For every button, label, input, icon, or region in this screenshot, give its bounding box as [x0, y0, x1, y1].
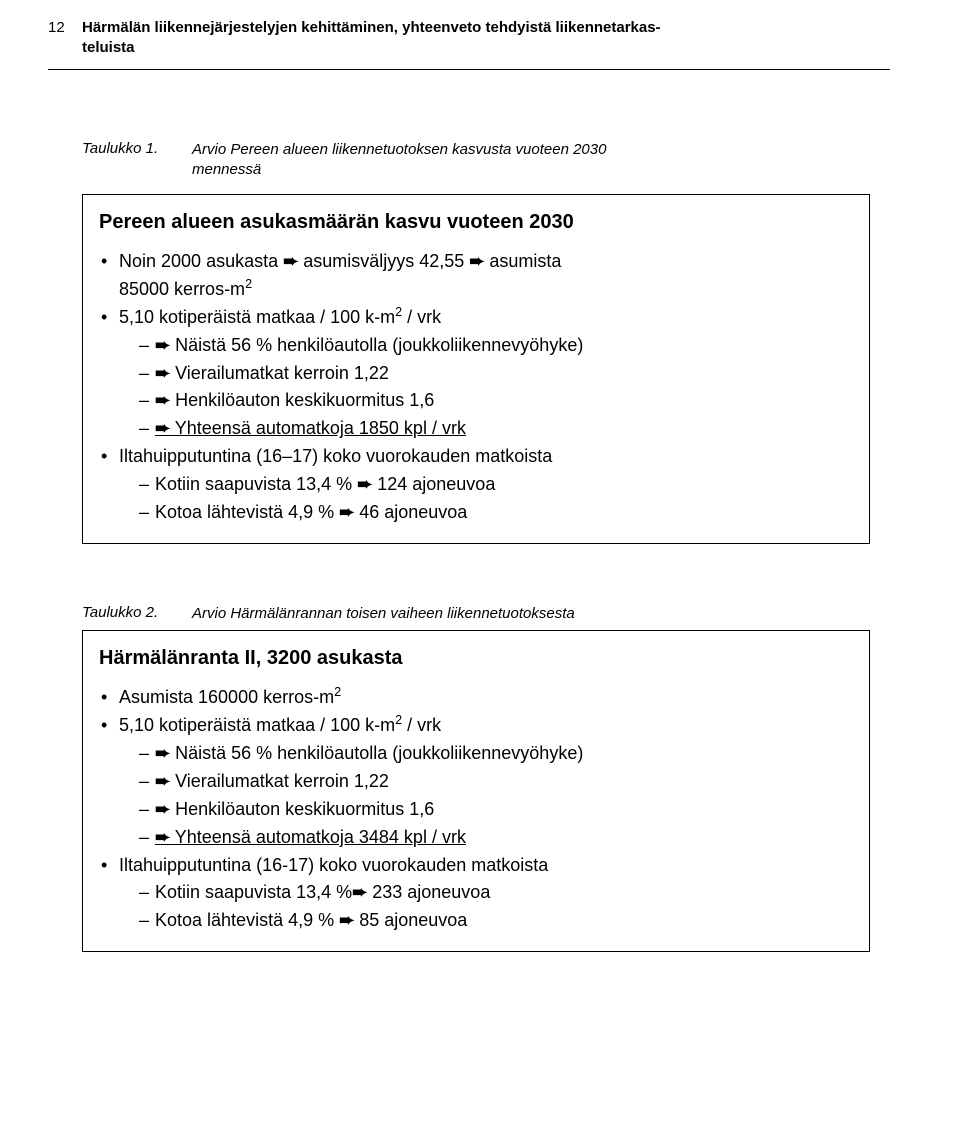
box-1-sub-1: ➨ Näistä 56 % henkilöautolla (joukkoliik… — [139, 332, 853, 360]
box-1-item-2-a: 5,10 kotiperäistä matkaa / 100 k-m — [119, 307, 395, 327]
box-1-sub-2: ➨ Vierailumatkat kerroin 1,22 — [139, 360, 853, 388]
box-2-sub-3: ➨ Henkilöauton keskikuormitus 1,6 — [139, 796, 853, 824]
box-1-item-2: 5,10 kotiperäistä matkaa / 100 k-m2 / vr… — [99, 304, 853, 443]
arrow-icon: ➨ — [352, 882, 367, 902]
info-box-1: Pereen alueen asukasmäärän kasvu vuoteen… — [82, 194, 870, 544]
box-2-item-1-a: Asumista 160000 kerros-m — [119, 687, 334, 707]
box-2-item-2-a: 5,10 kotiperäistä matkaa / 100 k-m — [119, 715, 395, 735]
arrow-icon: ➨ — [339, 910, 354, 930]
header-title: Härmälän liikennejärjestelyjen kehittämi… — [82, 18, 661, 59]
box-2-sub-5: Kotiin saapuvista 13,4 %➨ 233 ajoneuvoa — [139, 879, 853, 907]
box-2-sub-5-a: Kotiin saapuvista 13,4 % — [155, 882, 352, 902]
info-box-2: Härmälänranta II, 3200 asukasta Asumista… — [82, 630, 870, 952]
box-1-list: Noin 2000 asukasta ➨ asumisväljyys 42,55… — [99, 248, 853, 527]
caption-1-line1: Arvio Pereen alueen liikennetuotoksen ka… — [192, 141, 606, 158]
box-2-sub-6-b: 85 ajoneuvoa — [354, 910, 467, 930]
box-1-item-1-line2: 85000 kerros-m — [119, 279, 245, 299]
box-2-sub-1: ➨ Näistä 56 % henkilöautolla (joukkoliik… — [139, 740, 853, 768]
box-1-item-1: Noin 2000 asukasta ➨ asumisväljyys 42,55… — [99, 248, 853, 304]
arrow-icon: ➨ — [155, 418, 170, 438]
box-2-sub-4: ➨ Yhteensä automatkoja 3484 kpl / vrk — [139, 824, 853, 852]
box-1-sub-4-text: Yhteensä automatkoja 1850 kpl / vrk — [170, 418, 466, 438]
box-2-sub-2-text: Vierailumatkat kerroin 1,22 — [170, 771, 389, 791]
caption-2-label: Taulukko 2. — [82, 604, 192, 621]
page: 12 Härmälän liikennejärjestelyjen kehitt… — [0, 0, 960, 1121]
box-1-sublist-1: ➨ Näistä 56 % henkilöautolla (joukkoliik… — [119, 332, 853, 444]
arrow-icon: ➨ — [155, 799, 170, 819]
box-1-sub-3: ➨ Henkilöauton keskikuormitus 1,6 — [139, 387, 853, 415]
header-title-line2: teluista — [82, 39, 135, 56]
arrow-icon: ➨ — [339, 502, 354, 522]
arrow-icon: ➨ — [155, 335, 170, 355]
box-1-title: Pereen alueen asukasmäärän kasvu vuoteen… — [99, 207, 853, 238]
page-header: 12 Härmälän liikennejärjestelyjen kehitt… — [48, 18, 890, 59]
box-2-item-3: Iltahuipputuntina (16-17) koko vuorokaud… — [99, 852, 853, 936]
box-2-sub-3-text: Henkilöauton keskikuormitus 1,6 — [170, 799, 434, 819]
arrow-icon: ➨ — [155, 363, 170, 383]
box-2-sub-5-b: 233 ajoneuvoa — [367, 882, 490, 902]
box-1-sub-5: Kotiin saapuvista 13,4 % ➨ 124 ajoneuvoa — [139, 471, 853, 499]
arrow-icon: ➨ — [357, 474, 372, 494]
caption-1-line2: mennessä — [192, 161, 261, 178]
box-2-list: Asumista 160000 kerros-m2 5,10 kotiperäi… — [99, 684, 853, 935]
box-1-sub-5-a: Kotiin saapuvista 13,4 % — [155, 474, 357, 494]
box-1-item-3-text: Iltahuipputuntina (16–17) koko vuorokaud… — [119, 446, 552, 466]
box-1-sub-6-a: Kotoa lähtevistä 4,9 % — [155, 502, 339, 522]
box-1-item-3: Iltahuipputuntina (16–17) koko vuorokaud… — [99, 443, 853, 527]
box-1-sub-5-b: 124 ajoneuvoa — [372, 474, 495, 494]
arrow-icon: ➨ — [155, 390, 170, 410]
box-1-sub-3-text: Henkilöauton keskikuormitus 1,6 — [170, 390, 434, 410]
caption-2-text: Arvio Härmälänrannan toisen vaiheen liik… — [192, 604, 575, 624]
box-2-item-2-b: / vrk — [402, 715, 441, 735]
box-2-item-2: 5,10 kotiperäistä matkaa / 100 k-m2 / vr… — [99, 712, 853, 851]
box-1-sub-4: ➨ Yhteensä automatkoja 1850 kpl / vrk — [139, 415, 853, 443]
box-1-item-1-b: asumisväljyys 42,55 — [298, 251, 469, 271]
arrow-icon: ➨ — [155, 743, 170, 763]
box-2-item-3-text: Iltahuipputuntina (16-17) koko vuorokaud… — [119, 855, 548, 875]
box-2-sub-6: Kotoa lähtevistä 4,9 % ➨ 85 ajoneuvoa — [139, 907, 853, 935]
box-1-sub-6: Kotoa lähtevistä 4,9 % ➨ 46 ajoneuvoa — [139, 499, 853, 527]
header-divider — [48, 69, 890, 70]
box-1-item-1-c: asumista — [484, 251, 561, 271]
box-2-sublist-1: ➨ Näistä 56 % henkilöautolla (joukkoliik… — [119, 740, 853, 852]
box-2-sublist-2: Kotiin saapuvista 13,4 %➨ 233 ajoneuvoa … — [119, 879, 853, 935]
box-1-sub-6-b: 46 ajoneuvoa — [354, 502, 467, 522]
arrow-icon: ➨ — [155, 771, 170, 791]
caption-1-text: Arvio Pereen alueen liikennetuotoksen ka… — [192, 140, 606, 181]
page-number: 12 — [48, 18, 82, 36]
box-2-item-1-sup: 2 — [334, 685, 341, 699]
box-2-sub-2: ➨ Vierailumatkat kerroin 1,22 — [139, 768, 853, 796]
box-1-item-2-b: / vrk — [402, 307, 441, 327]
box-1-sub-1-text: Näistä 56 % henkilöautolla (joukkoliiken… — [170, 335, 583, 355]
box-1-sub-2-text: Vierailumatkat kerroin 1,22 — [170, 363, 389, 383]
box-2-title: Härmälänranta II, 3200 asukasta — [99, 643, 853, 674]
arrow-icon: ➨ — [155, 827, 170, 847]
caption-1-label: Taulukko 1. — [82, 140, 192, 157]
box-2-sub-4-text: Yhteensä automatkoja 3484 kpl / vrk — [170, 827, 466, 847]
box-2-sub-6-a: Kotoa lähtevistä 4,9 % — [155, 910, 339, 930]
arrow-icon: ➨ — [469, 251, 484, 271]
box-2-sub-1-text: Näistä 56 % henkilöautolla (joukkoliiken… — [170, 743, 583, 763]
table-caption-1: Taulukko 1. Arvio Pereen alueen liikenne… — [82, 140, 890, 181]
box-1-sublist-2: Kotiin saapuvista 13,4 % ➨ 124 ajoneuvoa… — [119, 471, 853, 527]
box-2-item-1: Asumista 160000 kerros-m2 — [99, 684, 853, 712]
box-1-item-1-a: Noin 2000 asukasta — [119, 251, 283, 271]
table-caption-2: Taulukko 2. Arvio Härmälänrannan toisen … — [82, 604, 890, 624]
header-title-line1: Härmälän liikennejärjestelyjen kehittämi… — [82, 19, 661, 36]
box-1-item-1-sup: 2 — [245, 277, 252, 291]
arrow-icon: ➨ — [283, 251, 298, 271]
